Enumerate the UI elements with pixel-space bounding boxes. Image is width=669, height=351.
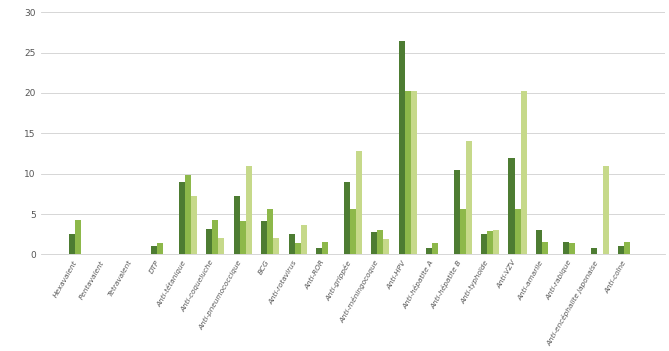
Bar bbox=[268, 209, 274, 254]
Bar bbox=[350, 209, 356, 254]
Bar bbox=[289, 234, 295, 254]
Bar bbox=[405, 91, 411, 254]
Bar bbox=[344, 182, 350, 254]
Bar bbox=[246, 166, 252, 254]
Bar bbox=[322, 242, 328, 254]
Bar bbox=[591, 248, 597, 254]
Bar bbox=[377, 230, 383, 254]
Bar bbox=[508, 158, 514, 254]
Bar bbox=[262, 221, 268, 254]
Bar bbox=[206, 229, 212, 254]
Bar bbox=[514, 209, 520, 254]
Bar bbox=[466, 141, 472, 254]
Bar bbox=[233, 196, 240, 254]
Bar bbox=[536, 230, 542, 254]
Bar bbox=[426, 248, 432, 254]
Bar bbox=[493, 230, 499, 254]
Bar bbox=[274, 238, 280, 254]
Bar bbox=[432, 243, 438, 254]
Bar bbox=[603, 166, 609, 254]
Bar bbox=[69, 234, 75, 254]
Bar bbox=[295, 243, 301, 254]
Bar bbox=[185, 174, 191, 254]
Bar bbox=[569, 243, 575, 254]
Bar bbox=[301, 225, 307, 254]
Bar bbox=[151, 246, 157, 254]
Bar bbox=[218, 238, 224, 254]
Bar bbox=[520, 91, 527, 254]
Bar bbox=[157, 243, 163, 254]
Bar bbox=[624, 242, 630, 254]
Bar bbox=[356, 151, 362, 254]
Bar bbox=[212, 220, 218, 254]
Bar bbox=[316, 248, 322, 254]
Bar bbox=[618, 246, 624, 254]
Bar bbox=[383, 239, 389, 254]
Bar bbox=[191, 196, 197, 254]
Bar bbox=[563, 242, 569, 254]
Bar bbox=[481, 234, 487, 254]
Bar bbox=[240, 220, 246, 254]
Bar bbox=[75, 220, 81, 254]
Bar bbox=[454, 171, 460, 254]
Bar bbox=[179, 182, 185, 254]
Bar bbox=[371, 232, 377, 254]
Bar bbox=[542, 242, 548, 254]
Bar bbox=[411, 91, 417, 254]
Bar bbox=[487, 231, 493, 254]
Bar bbox=[460, 209, 466, 254]
Bar bbox=[399, 40, 405, 254]
